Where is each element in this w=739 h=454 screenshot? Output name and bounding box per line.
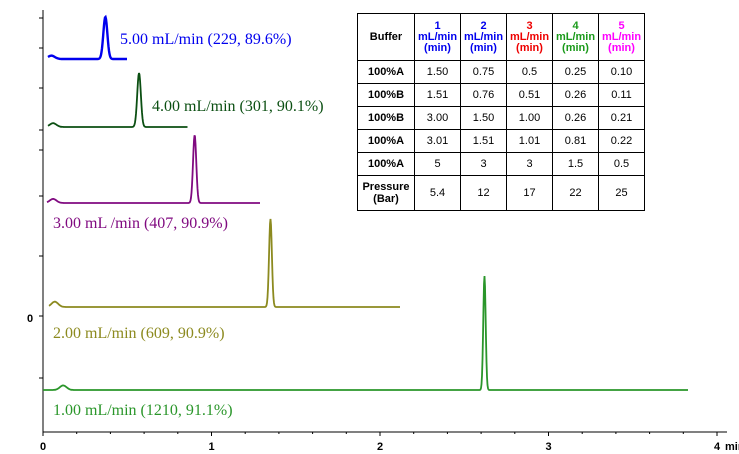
flow-rate-table: Buffer 1 mL/min (min) 2 mL/min (min) 3 mL/m… xyxy=(357,13,645,211)
table-row-header: 100%A xyxy=(357,60,415,84)
table-cell: 1.50 xyxy=(414,60,461,84)
table-row-header: 100%B xyxy=(357,106,415,130)
table-cell: 25 xyxy=(598,175,645,211)
table-row-header: 100%A xyxy=(357,152,415,176)
table-cell: 5 xyxy=(414,152,461,176)
series-label: 1.00 mL/min (1210, 91.1%) xyxy=(53,402,233,419)
table-row: 100%A 5 3 3 1.5 0.5 xyxy=(357,152,645,176)
x-tick-label: 3 xyxy=(545,441,551,453)
table-cell: 12 xyxy=(460,175,507,211)
table-cell: 22 xyxy=(552,175,599,211)
table-cell: 0.76 xyxy=(460,83,507,107)
table-cell: 0.26 xyxy=(552,106,599,130)
table-cell: 3 xyxy=(460,152,507,176)
table-row: 100%B 1.51 0.76 0.51 0.26 0.11 xyxy=(357,83,645,107)
header-col-4: 4 mL/min (min) xyxy=(552,13,599,61)
header-buffer: Buffer xyxy=(357,13,415,61)
header-col-1: 1 mL/min (min) xyxy=(414,13,461,61)
table-row: 100%A 3.01 1.51 1.01 0.81 0.22 xyxy=(357,129,645,153)
table-cell: 0.81 xyxy=(552,129,599,153)
header-col-2: 2 mL/min (min) xyxy=(460,13,507,61)
table-cell: 5.4 xyxy=(414,175,461,211)
y-tick-label: 0 xyxy=(27,313,33,325)
table-cell: 0.51 xyxy=(506,83,553,107)
series-label: 3.00 mL /min (407, 90.9%) xyxy=(53,215,228,232)
table-cell: 1.51 xyxy=(460,129,507,153)
table-row-header: Pressure (Bar) xyxy=(357,175,415,211)
table-cell: 0.26 xyxy=(552,83,599,107)
table-cell: 1.00 xyxy=(506,106,553,130)
table-cell: 0.22 xyxy=(598,129,645,153)
table-cell: 0.11 xyxy=(598,83,645,107)
table-row: 100%A 1.50 0.75 0.5 0.25 0.10 xyxy=(357,60,645,84)
series-line xyxy=(46,134,260,204)
x-axis-unit: min xyxy=(725,441,739,453)
table-cell: 3.01 xyxy=(414,129,461,153)
table-cell: 0.25 xyxy=(552,60,599,84)
table-cell: 17 xyxy=(506,175,553,211)
table-cell: 0.75 xyxy=(460,60,507,84)
table-cell: 0.10 xyxy=(598,60,645,84)
table-cell: 0.21 xyxy=(598,106,645,130)
table-row-header: 100%A xyxy=(357,129,415,153)
x-tick-label: 2 xyxy=(377,441,383,453)
table-row-header: 100%B xyxy=(357,83,415,107)
table-row: 100%B 3.00 1.50 1.00 0.26 0.21 xyxy=(357,106,645,130)
table-row: Pressure (Bar) 5.4 12 17 22 25 xyxy=(357,175,645,211)
series-label: 2.00 mL/min (609, 90.9%) xyxy=(53,325,225,342)
table-cell: 1.5 xyxy=(552,152,599,176)
x-tick-label: 0 xyxy=(40,441,46,453)
table-cell: 1.01 xyxy=(506,129,553,153)
x-tick-label: 4 xyxy=(714,441,721,453)
table-cell: 0.5 xyxy=(598,152,645,176)
table-cell: 1.51 xyxy=(414,83,461,107)
series-line xyxy=(48,218,400,308)
header-col-5: 5 mL/min (min) xyxy=(598,13,645,61)
series-line xyxy=(43,275,688,391)
series-label: 4.00 mL/min (301, 90.1%) xyxy=(152,98,324,115)
table-cell: 1.50 xyxy=(460,106,507,130)
header-col-3: 3 mL/min (min) xyxy=(506,13,553,61)
table-cell: 3.00 xyxy=(414,106,461,130)
series-label: 5.00 mL/min (229, 89.6%) xyxy=(120,31,292,48)
table-cell: 3 xyxy=(506,152,553,176)
table-cell: 0.5 xyxy=(506,60,553,84)
table-header-row: Buffer 1 mL/min (min) 2 mL/min (min) 3 mL/m… xyxy=(357,13,645,61)
series-line xyxy=(47,72,188,128)
x-tick-label: 1 xyxy=(208,441,214,453)
series-line xyxy=(47,14,127,61)
